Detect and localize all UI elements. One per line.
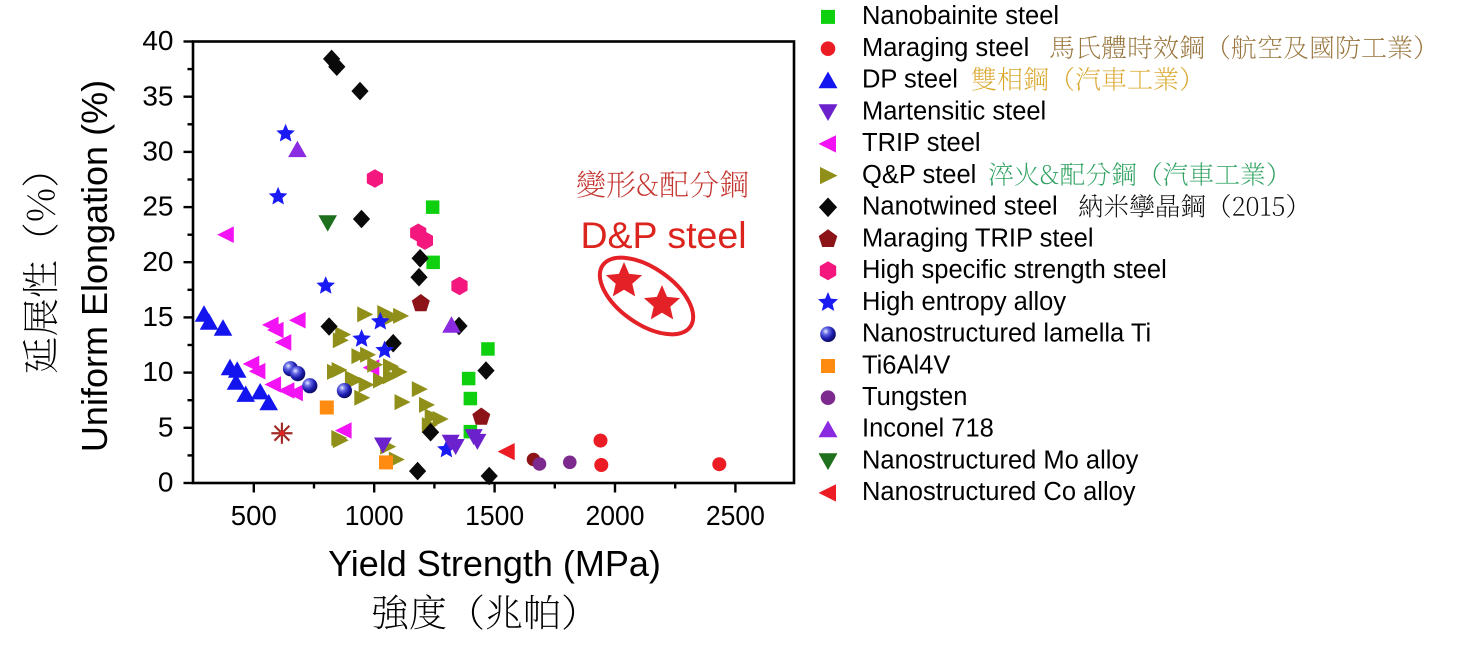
svg-text:High specific strength steel: High specific strength steel xyxy=(862,256,1167,284)
svg-text:0: 0 xyxy=(158,467,174,498)
svg-text:25: 25 xyxy=(142,191,173,222)
svg-text:Uniform Elongation (%): Uniform Elongation (%) xyxy=(74,80,115,452)
svg-text:Nanostructured lamella Ti: Nanostructured lamella Ti xyxy=(862,320,1151,348)
svg-text:10: 10 xyxy=(142,356,173,387)
svg-text:5: 5 xyxy=(158,411,174,442)
svg-text:40: 40 xyxy=(142,25,173,56)
svg-text:30: 30 xyxy=(142,136,173,167)
svg-text:High entropy alloy: High entropy alloy xyxy=(862,288,1066,316)
svg-text:Yield Strength (MPa): Yield Strength (MPa) xyxy=(328,543,661,584)
svg-text:Inconel 718: Inconel 718 xyxy=(862,415,994,443)
svg-text:500: 500 xyxy=(231,500,277,531)
svg-text:Nanostructured Mo alloy: Nanostructured Mo alloy xyxy=(862,447,1139,475)
svg-text:Nanotwined steel: Nanotwined steel xyxy=(862,193,1058,221)
svg-text:DP steel: DP steel xyxy=(862,66,958,94)
svg-text:Maraging steel: Maraging steel xyxy=(862,34,1029,62)
svg-text:2500: 2500 xyxy=(706,500,765,531)
svg-text:2000: 2000 xyxy=(586,500,645,531)
svg-text:1000: 1000 xyxy=(345,500,404,531)
svg-text:Ti6Al4V: Ti6Al4V xyxy=(862,351,950,379)
svg-text:Nanostructured Co alloy: Nanostructured Co alloy xyxy=(862,478,1136,506)
svg-text:Q&P steel: Q&P steel xyxy=(862,161,976,189)
svg-text:1500: 1500 xyxy=(465,500,524,531)
svg-text:Tungsten: Tungsten xyxy=(862,383,967,411)
svg-text:35: 35 xyxy=(142,80,173,111)
svg-text:Martensitic steel: Martensitic steel xyxy=(862,97,1046,125)
svg-text:15: 15 xyxy=(142,301,173,332)
svg-text:D&P steel: D&P steel xyxy=(580,214,746,256)
svg-text:TRIP steel: TRIP steel xyxy=(862,129,981,157)
svg-text:Nanobainite steel: Nanobainite steel xyxy=(862,2,1059,30)
svg-text:Maraging TRIP steel: Maraging TRIP steel xyxy=(862,224,1094,252)
svg-text:20: 20 xyxy=(142,246,173,277)
